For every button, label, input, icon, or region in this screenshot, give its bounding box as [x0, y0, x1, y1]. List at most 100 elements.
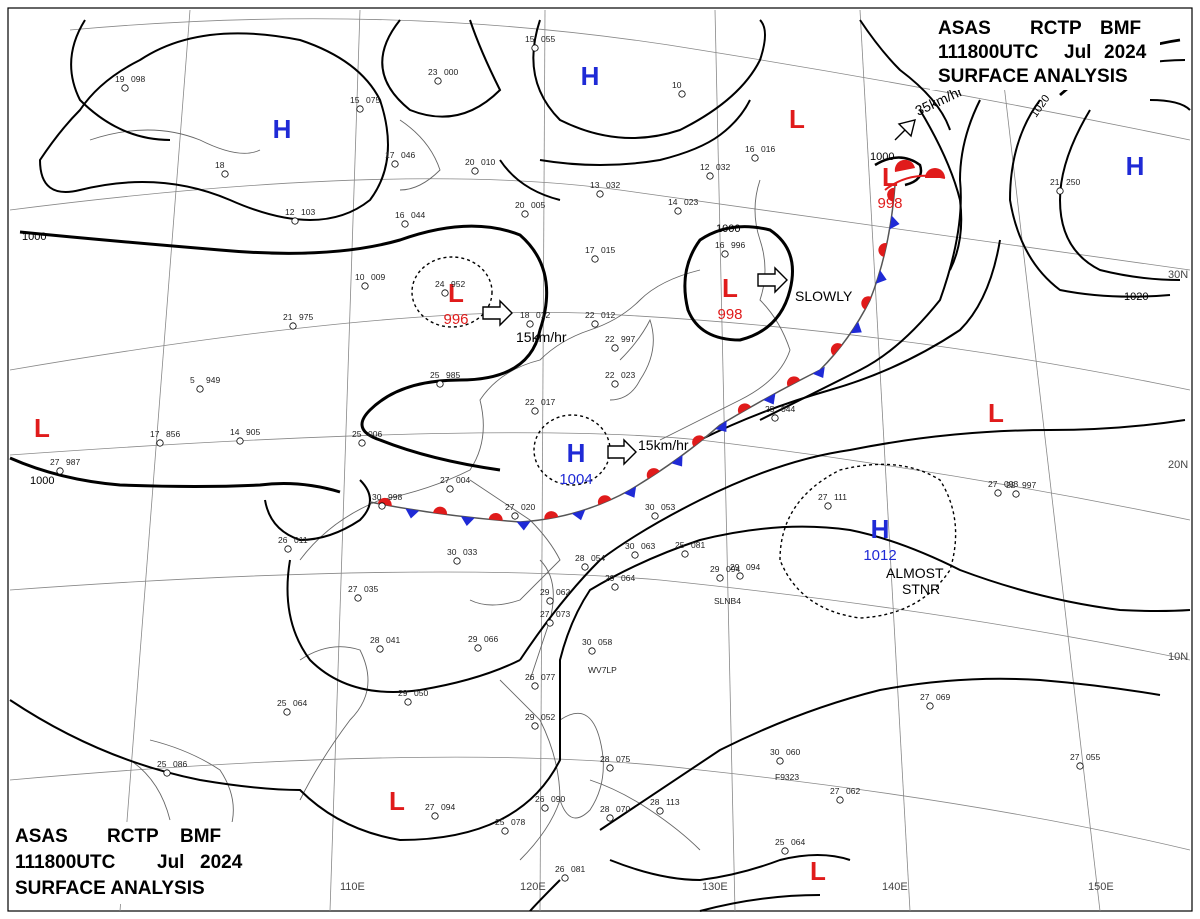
station-plot: 29 052 — [525, 712, 555, 730]
warm-front-symbol — [488, 512, 503, 521]
station-temp: 30 — [625, 541, 635, 551]
station-plot: 17 856 — [150, 429, 180, 447]
high-pressure-center: H — [581, 61, 600, 91]
station-circle — [163, 769, 171, 777]
station-temp: 14 — [230, 427, 240, 437]
station-plot: 26 081 — [555, 864, 585, 882]
low-pressure-center: L — [448, 278, 464, 308]
station-pressure: 094 — [726, 564, 740, 574]
ship-id: SLNB4 — [714, 596, 741, 606]
station-pressure: 086 — [173, 759, 187, 769]
station-circle — [196, 385, 204, 393]
station-circle — [656, 807, 664, 815]
station-pressure: 060 — [786, 747, 800, 757]
station-pressure: 041 — [386, 635, 400, 645]
isobar-line — [874, 156, 923, 187]
station-plot: 28 054 — [575, 553, 605, 571]
station-pressure: 032 — [716, 162, 730, 172]
station-plot: 25 985 — [430, 370, 460, 388]
stationary-front — [369, 184, 900, 531]
station-pressure: 044 — [781, 404, 795, 414]
station-pressure: 073 — [556, 609, 570, 619]
station-plot: 22 997 — [605, 334, 635, 352]
station-pressure: 064 — [621, 573, 635, 583]
station-pressure: 997 — [1022, 480, 1036, 490]
station-pressure: 081 — [571, 864, 585, 874]
cold-front-symbol — [405, 508, 420, 519]
station-pressure: 093 — [1004, 479, 1018, 489]
station-plot: 23 000 — [428, 67, 458, 85]
motion-label: ALMOST — [886, 565, 944, 581]
station-plot: 30 998 — [372, 492, 402, 510]
station-temp: 10 — [355, 272, 365, 282]
isobar-line — [38, 32, 389, 221]
station-pressure: 997 — [621, 334, 635, 344]
station-circle — [994, 489, 1002, 497]
station-plot: 12 032 — [700, 162, 730, 180]
header-product: ASAS — [15, 826, 68, 847]
station-plot: 18 012 — [520, 310, 550, 328]
header-station: RCTP — [1030, 18, 1082, 39]
station-circle — [596, 190, 604, 198]
isobar-value: 1000 — [716, 223, 740, 235]
high-pressure-center: H — [567, 438, 586, 468]
station-temp: 27 — [348, 584, 358, 594]
station-plot: 30 033 — [447, 547, 477, 565]
station-plot: 30 053 — [645, 502, 675, 520]
station-temp: 18 — [215, 160, 225, 170]
station-pressure: 023 — [684, 197, 698, 207]
station-circle — [453, 557, 461, 565]
station-plot: 27 020 — [505, 502, 535, 520]
station-plot: 25 086 — [157, 759, 187, 777]
cold-front-symbol — [812, 366, 825, 379]
station-plot: 15 055 — [525, 34, 555, 52]
station-circle — [401, 220, 409, 228]
station-temp: 17 — [585, 245, 595, 255]
low-pressure-center: L — [34, 413, 50, 443]
station-temp: 22 — [605, 334, 615, 344]
station-circle — [581, 563, 589, 571]
high-pressure-center: H — [1126, 151, 1145, 181]
station-circle — [681, 550, 689, 558]
station-circle — [926, 702, 934, 710]
station-temp: 25 — [765, 404, 775, 414]
cold-front-symbol — [763, 393, 776, 405]
station-pressure: 055 — [541, 34, 555, 44]
station-circle — [431, 812, 439, 820]
header-time: 111800UTC — [938, 42, 1039, 63]
station-temp: 29 — [540, 587, 550, 597]
station-circle — [378, 502, 386, 510]
station-plot: 22 997 — [1006, 480, 1036, 498]
motion-label: 15km/hr — [516, 329, 567, 345]
station-plot: 25 064 — [277, 698, 307, 716]
warm-front-symbol — [887, 187, 895, 202]
station-pressure: 996 — [731, 240, 745, 250]
station-temp: 26 — [555, 864, 565, 874]
station-plot: 14 905 — [230, 427, 260, 445]
dashed-isobar — [411, 256, 493, 328]
station-circle — [526, 320, 534, 328]
station-plot: 17 046 — [385, 150, 415, 168]
axis-labels: 110E 120E 130E 140E 150E 30N 20N 10N — [340, 269, 1188, 893]
cold-front-symbol — [875, 270, 887, 284]
motion-label: STNR — [902, 581, 940, 597]
station-temp: 17 — [385, 150, 395, 160]
cold-front-symbol — [715, 420, 727, 432]
station-circle — [716, 574, 724, 582]
warm-front — [884, 159, 946, 191]
station-circle — [391, 160, 399, 168]
station-pressure: 005 — [531, 200, 545, 210]
motion-label: 15km/hr — [638, 437, 689, 453]
header-bottom-left: ASAS RCTP BMF 111800UTC Jul 2024 SURFACE… — [10, 822, 260, 904]
station-temp: 28 — [600, 754, 610, 764]
low-pressure-center: L — [988, 398, 1004, 428]
station-pressure: 004 — [456, 475, 470, 485]
station-pressure: 998 — [388, 492, 402, 502]
warm-front-symbol — [433, 506, 447, 515]
station-temp: 12 — [700, 162, 710, 172]
lat-label: 30N — [1168, 269, 1188, 281]
station-temp: 19 — [115, 74, 125, 84]
station-circle — [588, 647, 596, 655]
central-pressure: 1012 — [863, 547, 896, 564]
